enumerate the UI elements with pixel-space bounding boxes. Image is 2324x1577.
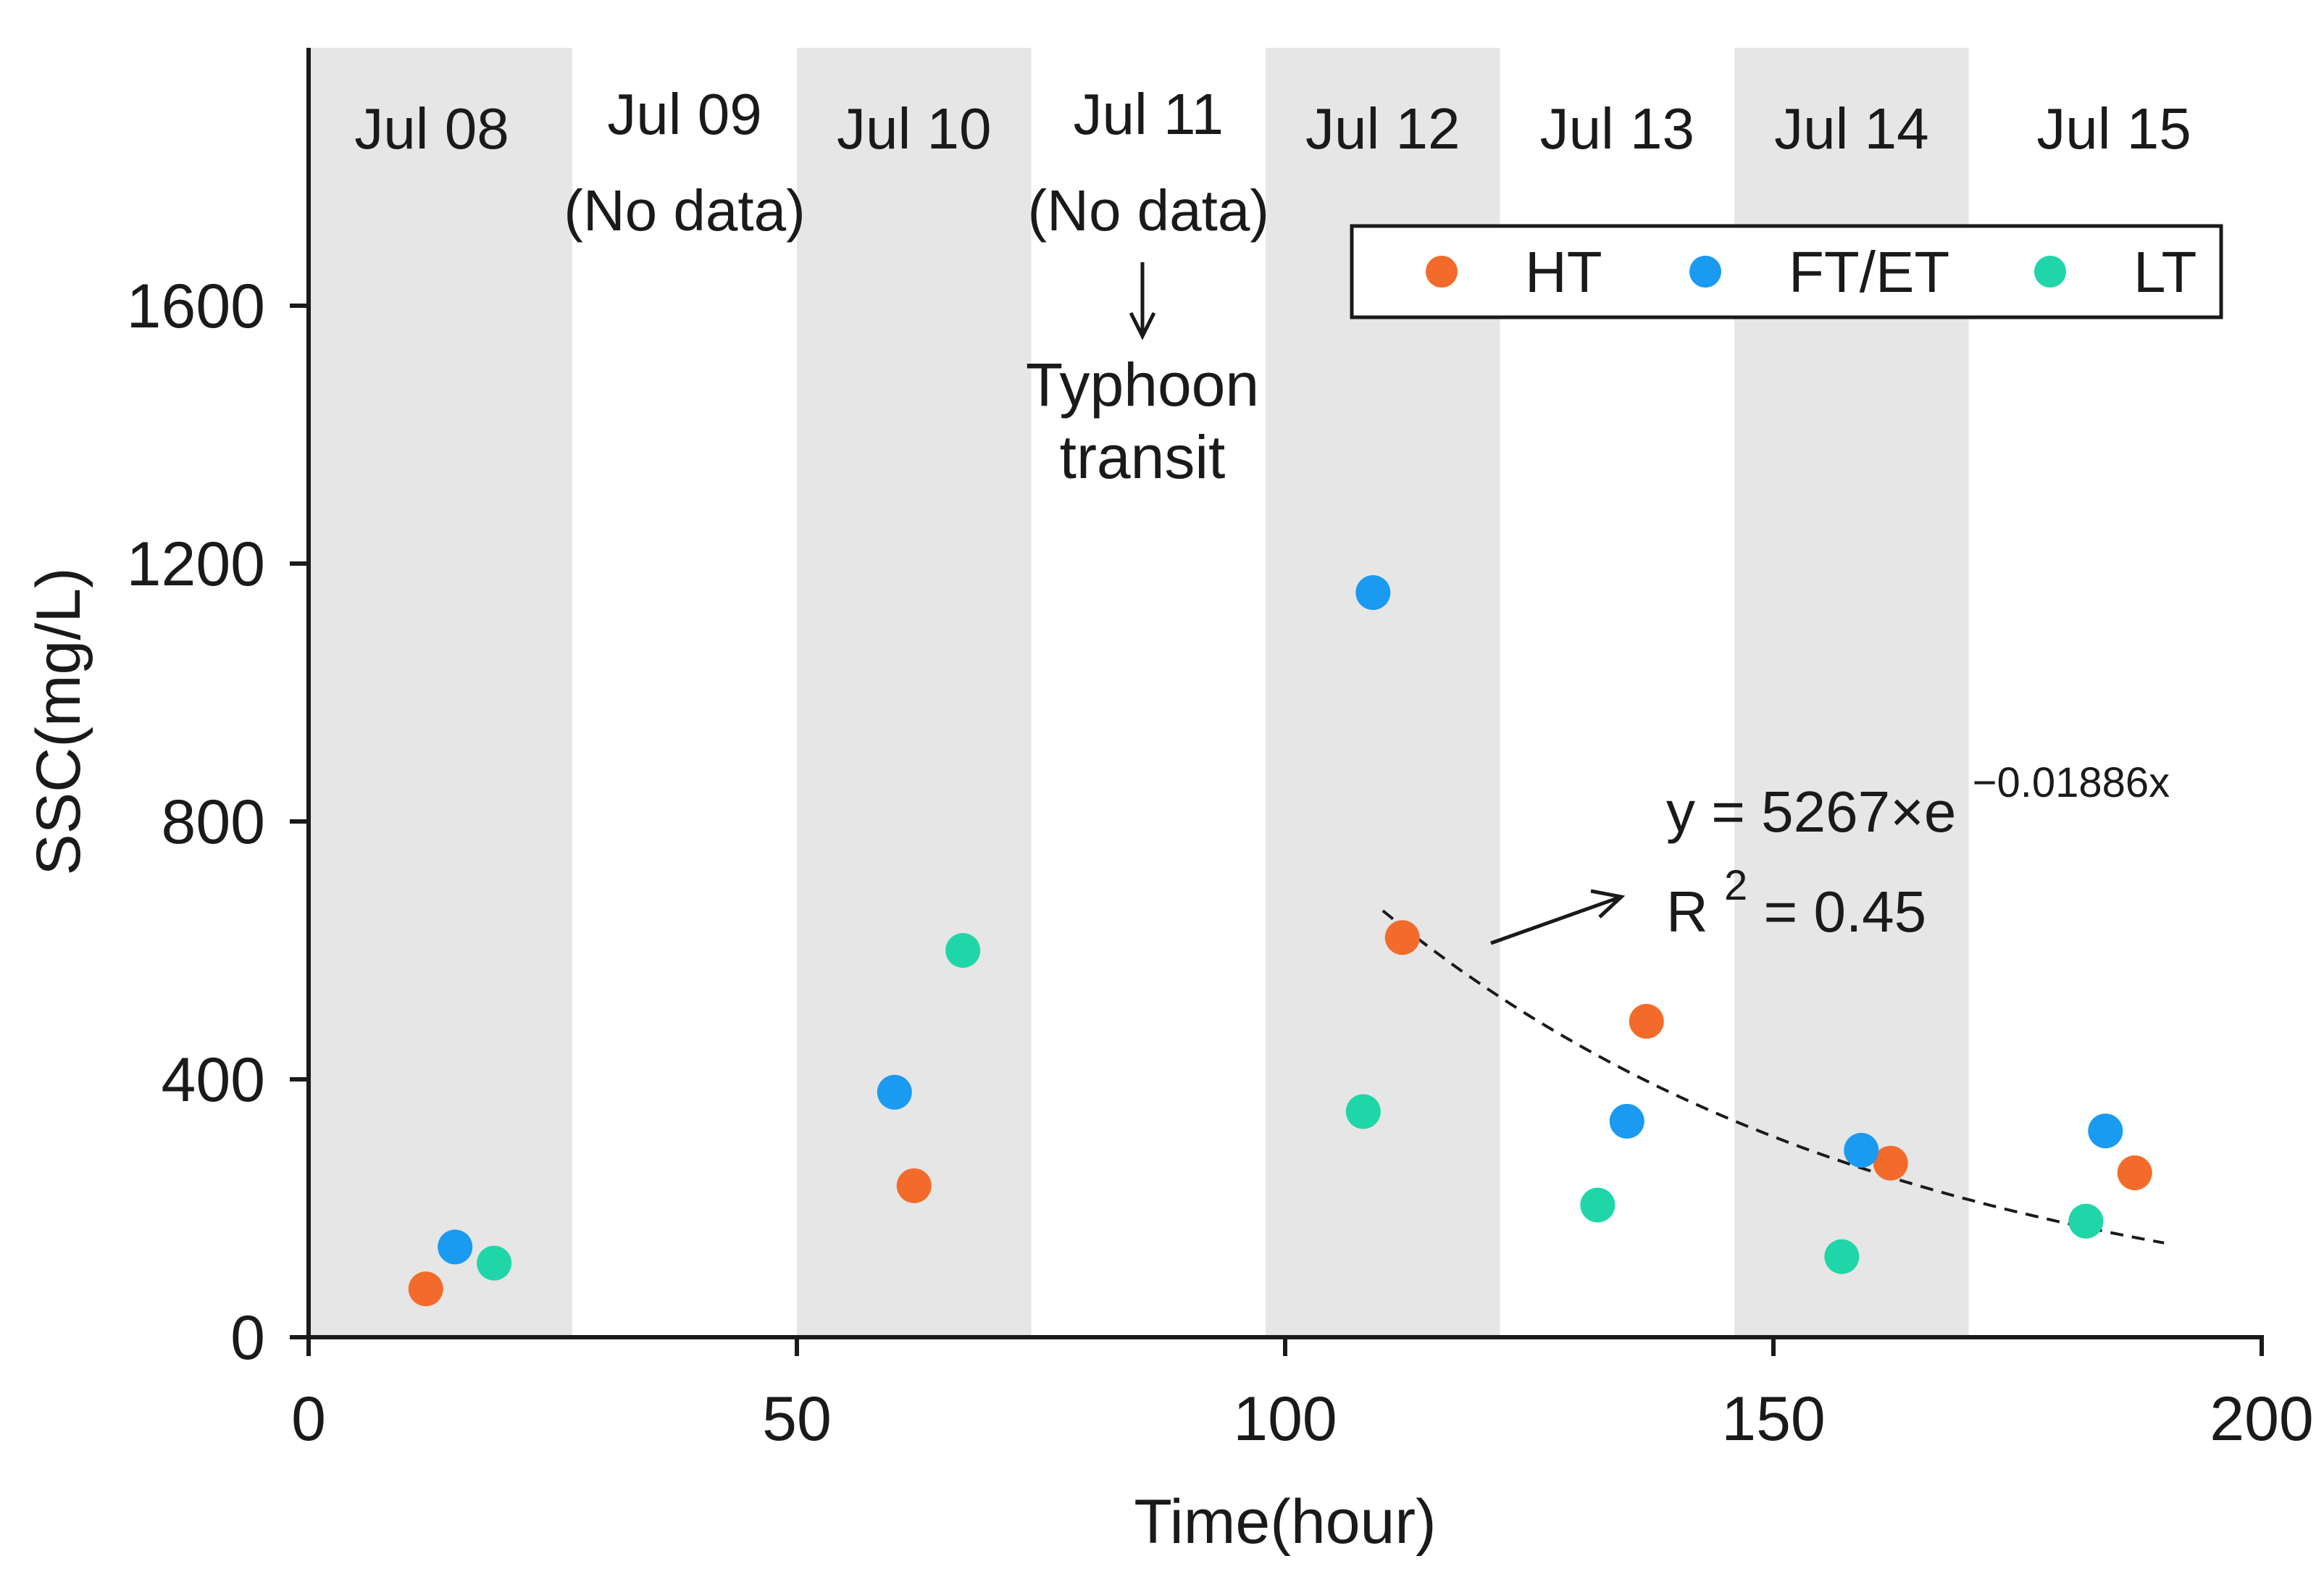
legend-label: LT [2133, 240, 2196, 304]
fit-equation: y = 5267×e −0.01886x [1666, 759, 2170, 844]
y-tick-label: 1200 [127, 530, 265, 599]
point-ht [1384, 920, 1420, 955]
equation-arrow-shaft [1490, 895, 1622, 945]
day-label: Jul 08 [354, 96, 509, 161]
day-label: Jul 11 [1074, 82, 1224, 146]
point-ht [2117, 1155, 2152, 1191]
legend-items: HT FT/ET LT [1426, 240, 2196, 304]
r-squared-superscript: 2 [1724, 862, 1747, 909]
fit-curve [1382, 909, 2165, 1245]
typhoon-annotation: Typhoon transit [1026, 262, 1259, 491]
r-squared-symbol: R [1666, 879, 1708, 944]
legend-marker [1689, 256, 1721, 288]
day-label: Jul 14 [1774, 96, 1928, 161]
no-data-label: (No data) [1028, 178, 1269, 243]
legend-label: FT/ET [1789, 240, 1949, 304]
point-ft-et [1609, 1103, 1644, 1139]
point-lt [477, 1245, 512, 1281]
y-tick-label: 800 [162, 787, 266, 857]
x-tick-label: 0 [291, 1384, 326, 1454]
point-ft-et [1844, 1132, 1879, 1168]
typhoon-arrow-head [1129, 311, 1156, 340]
x-tick-label: 50 [762, 1384, 832, 1454]
day-label: Jul 10 [837, 96, 991, 161]
point-ft-et [438, 1229, 473, 1265]
point-ft-et [877, 1074, 912, 1110]
day-band-shade [797, 48, 1032, 1337]
legend-box [1350, 224, 2223, 319]
no-data-label: (No data) [564, 178, 805, 243]
x-tick-label: 100 [1233, 1384, 1337, 1454]
point-ht [1873, 1145, 1908, 1181]
fit-equation-base: y = 5267×e [1666, 779, 1956, 844]
y-axis-label: SSC(mg/L) [24, 567, 93, 875]
y-tick-label: 0 [230, 1303, 265, 1373]
point-lt [1824, 1239, 1860, 1274]
point-ht [896, 1168, 932, 1203]
day-label: Jul 09 [607, 82, 761, 146]
y-axis-ticks: 0 400 800 1200 1600 [127, 272, 309, 1373]
x-axis-label: Time(hour) [1134, 1487, 1436, 1557]
y-tick-label: 1600 [127, 272, 265, 341]
point-lt [1580, 1187, 1615, 1223]
day-label: Jul 12 [1305, 96, 1460, 161]
fit-r-squared: R 2 = 0.45 [1666, 848, 1926, 944]
r-squared-value: = 0.45 [1764, 879, 1927, 944]
point-ht [408, 1271, 443, 1307]
point-ht [1629, 1003, 1664, 1039]
legend: HT FT/ET LT [1350, 224, 2223, 319]
x-axis-ticks: 0 50 100 150 200 [291, 1337, 2314, 1454]
point-ft-et [2088, 1113, 2123, 1149]
typhoon-label-line1: Typhoon [1026, 351, 1259, 419]
fit-equation-exponent: −0.01886x [1973, 759, 2170, 806]
point-ft-et [1355, 575, 1391, 611]
x-tick-label: 150 [1721, 1384, 1826, 1454]
fit-curve-layer [1382, 909, 2165, 1245]
data-points [408, 575, 2152, 1307]
day-label: Jul 15 [2036, 96, 2191, 161]
equation-arrow-head [1590, 889, 1626, 919]
fit-equation-annotation: y = 5267×e −0.01886x R 2 = 0.45 [1490, 759, 2170, 945]
legend-marker [2034, 256, 2066, 288]
legend-label: HT [1525, 240, 1602, 304]
point-lt [2068, 1203, 2104, 1239]
point-lt [1345, 1094, 1381, 1129]
day-band-labels: Jul 08 Jul 09 (No data) Jul 10 Jul 11 (No dat… [354, 82, 2191, 243]
y-tick-label: 400 [162, 1045, 266, 1115]
x-tick-label: 200 [2210, 1384, 2314, 1454]
day-band-shade [309, 48, 572, 1337]
point-lt [945, 933, 981, 968]
legend-marker [1426, 256, 1458, 288]
typhoon-label-line2: transit [1060, 423, 1226, 491]
day-label: Jul 13 [1540, 96, 1694, 161]
